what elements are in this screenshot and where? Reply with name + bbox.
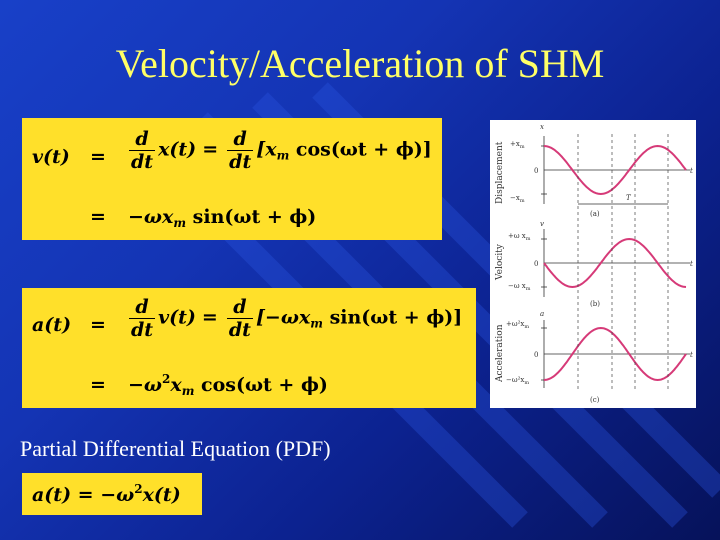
derivative-fraction: d dt xyxy=(129,128,156,173)
acceleration-derivative-row: d dt v(t) = d dt [−ωxm sin(ωt + ϕ)] xyxy=(129,296,463,341)
equals-sign: = xyxy=(90,314,106,336)
graph-axes-group xyxy=(541,134,690,392)
panel-c-bottom-tick: −ω²xm xyxy=(506,376,529,386)
velocity-result-row: −ωxm sin(ωt + ϕ) xyxy=(128,206,317,230)
panel-c-zero-tick: 0 xyxy=(534,351,538,359)
pde-label: Partial Differential Equation (PDF) xyxy=(20,436,331,461)
acceleration-axis-label: Acceleration xyxy=(495,324,505,383)
acceleration-result-row: −ω2xm cos(ωt + ϕ) xyxy=(128,372,328,398)
shm-graphs-svg: Displacement Velocity Acceleration x +xm… xyxy=(495,123,693,404)
panel-c-caption: (c) xyxy=(590,396,600,404)
velocity-curve xyxy=(543,237,687,289)
pde-equation: a(t) = −ω2x(t) xyxy=(32,482,181,506)
slide-title: Velocity/Acceleration of SHM xyxy=(115,41,605,86)
acceleration-lhs: a(t) xyxy=(32,314,72,336)
panel-b-time-var: t xyxy=(690,260,693,268)
acceleration-equation-box: a(t) = d dt v(t) = d dt [−ωxm sin(ωt + ϕ)] =… xyxy=(22,288,476,408)
panel-a-top-tick: +xm xyxy=(510,140,525,150)
panel-c-axis-var: a xyxy=(540,310,544,318)
panel-a-caption: (a) xyxy=(590,210,600,218)
acceleration-curve xyxy=(543,326,687,382)
panel-b-caption: (b) xyxy=(590,300,600,308)
equals-sign: = xyxy=(90,206,106,228)
displacement-curve xyxy=(543,144,687,196)
panel-b-bottom-tick: −ω xm xyxy=(508,282,531,292)
velocity-derivative-row: d dt x(t) = d dt [xm cos(ωt + ϕ)] xyxy=(129,128,432,173)
velocity-equation-box: v(t) = d dt x(t) = d dt [xm cos(ωt + ϕ)] = −… xyxy=(22,118,442,240)
panel-a-bottom-tick: −xm xyxy=(510,194,525,204)
displacement-axis-label: Displacement xyxy=(495,141,505,204)
panel-c-time-var: t xyxy=(690,351,693,359)
panel-a-zero-tick: 0 xyxy=(534,167,538,175)
derivative-fraction: d dt xyxy=(226,296,253,341)
equals-sign: = xyxy=(90,146,106,168)
pde-equation-box: a(t) = −ω2x(t) xyxy=(22,473,202,515)
panel-c-top-tick: +ω²xm xyxy=(506,320,529,330)
panel-b-top-tick: +ω xm xyxy=(508,232,531,242)
panel-a-time-var: t xyxy=(690,167,693,175)
derivative-fraction: d dt xyxy=(227,128,254,173)
panel-b-zero-tick: 0 xyxy=(534,260,538,268)
velocity-lhs: v(t) xyxy=(32,146,70,168)
equals-sign: = xyxy=(90,374,106,396)
shm-graphs-figure: Displacement Velocity Acceleration x +xm… xyxy=(490,120,696,408)
panel-a-axis-var: x xyxy=(540,123,544,131)
velocity-axis-label: Velocity xyxy=(495,243,505,281)
panel-b-axis-var: v xyxy=(540,220,544,228)
panel-a-period-label: T xyxy=(626,194,632,202)
derivative-fraction: d dt xyxy=(129,296,156,341)
